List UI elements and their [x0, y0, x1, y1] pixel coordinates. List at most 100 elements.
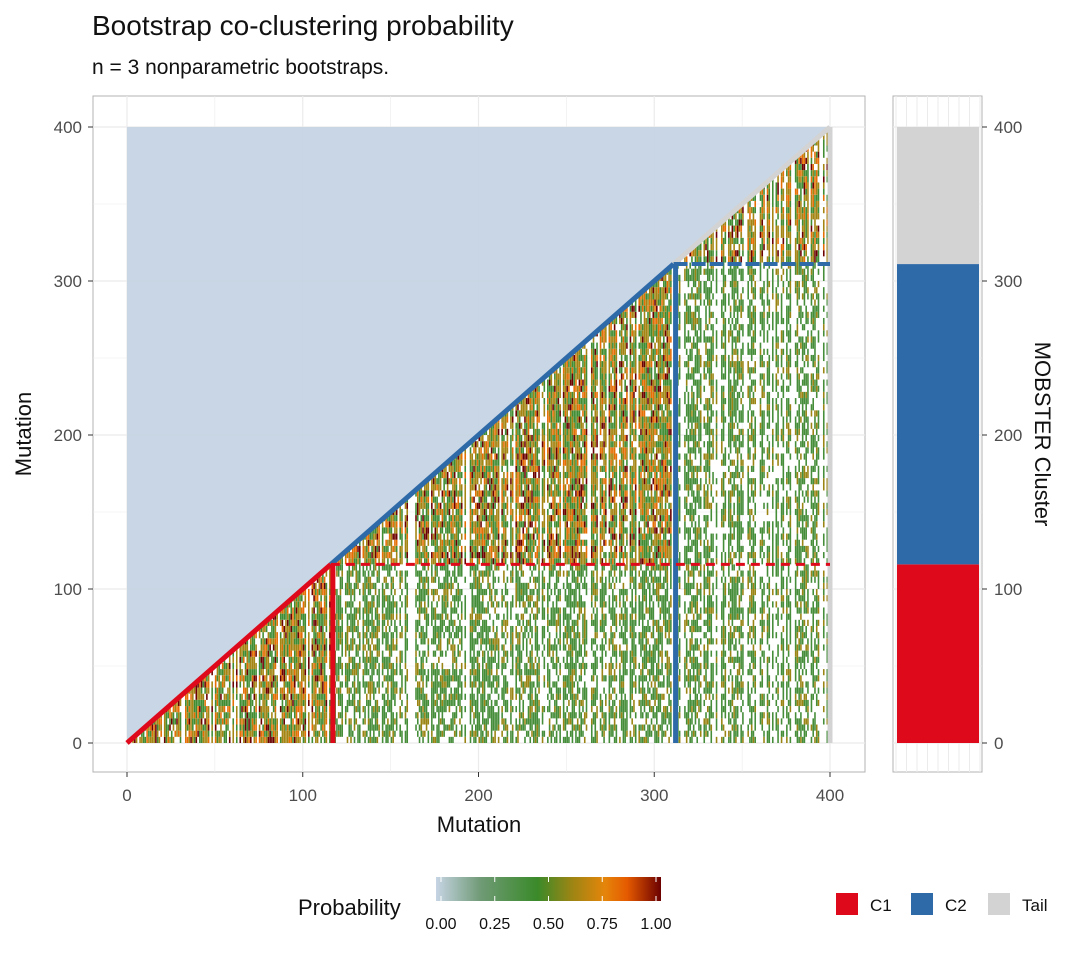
heatmap-cell — [399, 570, 401, 577]
heatmap-cell — [552, 650, 554, 657]
heatmap-cell — [250, 656, 252, 670]
heatmap-cell — [631, 416, 633, 429]
heatmap-cell — [464, 478, 467, 485]
heatmap-cell — [304, 638, 307, 645]
heatmap-cell — [550, 398, 553, 411]
heatmap-cell — [199, 679, 201, 688]
heatmap-cell — [583, 539, 586, 546]
heatmap-cell — [427, 718, 430, 725]
heatmap-cell — [255, 706, 257, 713]
heatmap-cell — [153, 724, 155, 731]
heatmap-cell — [612, 675, 614, 682]
heatmap-cell — [177, 712, 180, 731]
heatmap-cell — [631, 570, 633, 577]
heatmap-cell — [459, 527, 461, 534]
heatmap-cell — [624, 613, 626, 620]
heatmap-cell — [267, 687, 270, 694]
heatmap-cell — [283, 706, 285, 713]
heatmap-cell — [592, 545, 595, 553]
heatmap-cell — [474, 508, 477, 516]
heatmap-cell — [387, 521, 389, 528]
heatmap-cell — [394, 681, 396, 688]
heatmap-cell — [619, 379, 621, 386]
heatmap-cell — [592, 453, 595, 460]
heatmap-cell — [599, 576, 602, 583]
heatmap-cell — [601, 527, 604, 540]
heatmap-cell — [576, 508, 579, 516]
heatmap-cell — [522, 632, 525, 651]
heatmap-cell — [501, 632, 503, 639]
heatmap-cell — [378, 552, 380, 559]
heatmap-cell — [580, 508, 583, 516]
heatmap-cell — [376, 570, 379, 577]
heatmap-cell — [517, 552, 519, 559]
heatmap-cell — [348, 656, 351, 663]
heatmap-cell — [576, 693, 579, 700]
heatmap-cell — [192, 687, 194, 719]
heatmap-cell — [634, 324, 637, 331]
heatmap-cell — [596, 508, 598, 516]
heatmap-cell — [497, 545, 500, 553]
heatmap-cell — [569, 465, 572, 472]
heatmap-cell — [615, 545, 618, 553]
heatmap-cell — [548, 391, 551, 399]
heatmap-cell — [188, 712, 191, 719]
heatmap-cell — [622, 342, 625, 355]
heatmap-cell — [582, 367, 584, 374]
heatmap-cell — [590, 638, 593, 651]
heatmap-cell — [538, 502, 540, 509]
heatmap-cell — [227, 718, 229, 725]
heatmap-cell — [640, 379, 642, 386]
heatmap-cell — [285, 706, 287, 713]
heatmap-cell — [566, 508, 568, 522]
heatmap-cell — [464, 595, 467, 620]
heatmap-cell — [315, 681, 317, 688]
heatmap-cell — [425, 481, 428, 491]
heatmap-cell — [547, 478, 549, 485]
heatmap-cell — [504, 521, 507, 528]
heatmap-cell — [515, 459, 517, 466]
heatmap-cell — [610, 354, 612, 362]
heatmap-cell — [235, 681, 238, 688]
heatmap-cell — [457, 545, 459, 559]
heatmap-cell — [605, 632, 607, 645]
heatmap-cell — [387, 706, 389, 713]
heatmap-cell — [295, 730, 298, 737]
heatmap-cell — [571, 453, 574, 466]
heatmap-cell — [378, 662, 380, 688]
heatmap-cell — [566, 398, 568, 417]
heatmap-cell — [615, 613, 618, 626]
heatmap-cell — [559, 453, 561, 466]
heatmap-cell — [485, 564, 488, 577]
heatmap-cell — [522, 398, 525, 417]
heatmap-cell — [541, 521, 544, 528]
heatmap-cell — [155, 718, 157, 725]
heatmap-cell — [527, 441, 530, 448]
heatmap-cell — [445, 515, 447, 522]
heatmap-cell — [420, 570, 423, 577]
heatmap-cell — [482, 693, 484, 725]
heatmap-cell — [302, 638, 305, 645]
heatmap-cell — [489, 533, 491, 540]
heatmap-cell — [474, 490, 477, 497]
heatmap-cell — [524, 552, 526, 559]
heatmap-cell — [385, 539, 387, 546]
heatmap-cell — [302, 699, 305, 707]
heatmap-cell — [568, 736, 570, 743]
heatmap-cell — [569, 459, 572, 466]
heatmap-cell — [369, 558, 372, 565]
heatmap-cell — [527, 435, 530, 442]
heatmap-cell — [341, 693, 343, 719]
heatmap-cell — [388, 552, 391, 559]
heatmap-cell — [613, 650, 616, 657]
heatmap-cell — [383, 552, 386, 565]
heatmap-cell — [431, 508, 433, 516]
heatmap-cell — [529, 675, 532, 682]
heatmap-cell — [554, 404, 556, 411]
heatmap-cell — [434, 545, 437, 553]
heatmap-cell — [494, 539, 496, 553]
heatmap-cell — [315, 625, 317, 633]
heatmap-cell — [295, 601, 298, 608]
heatmap-cell — [603, 601, 605, 608]
heatmap-cell — [185, 718, 187, 725]
